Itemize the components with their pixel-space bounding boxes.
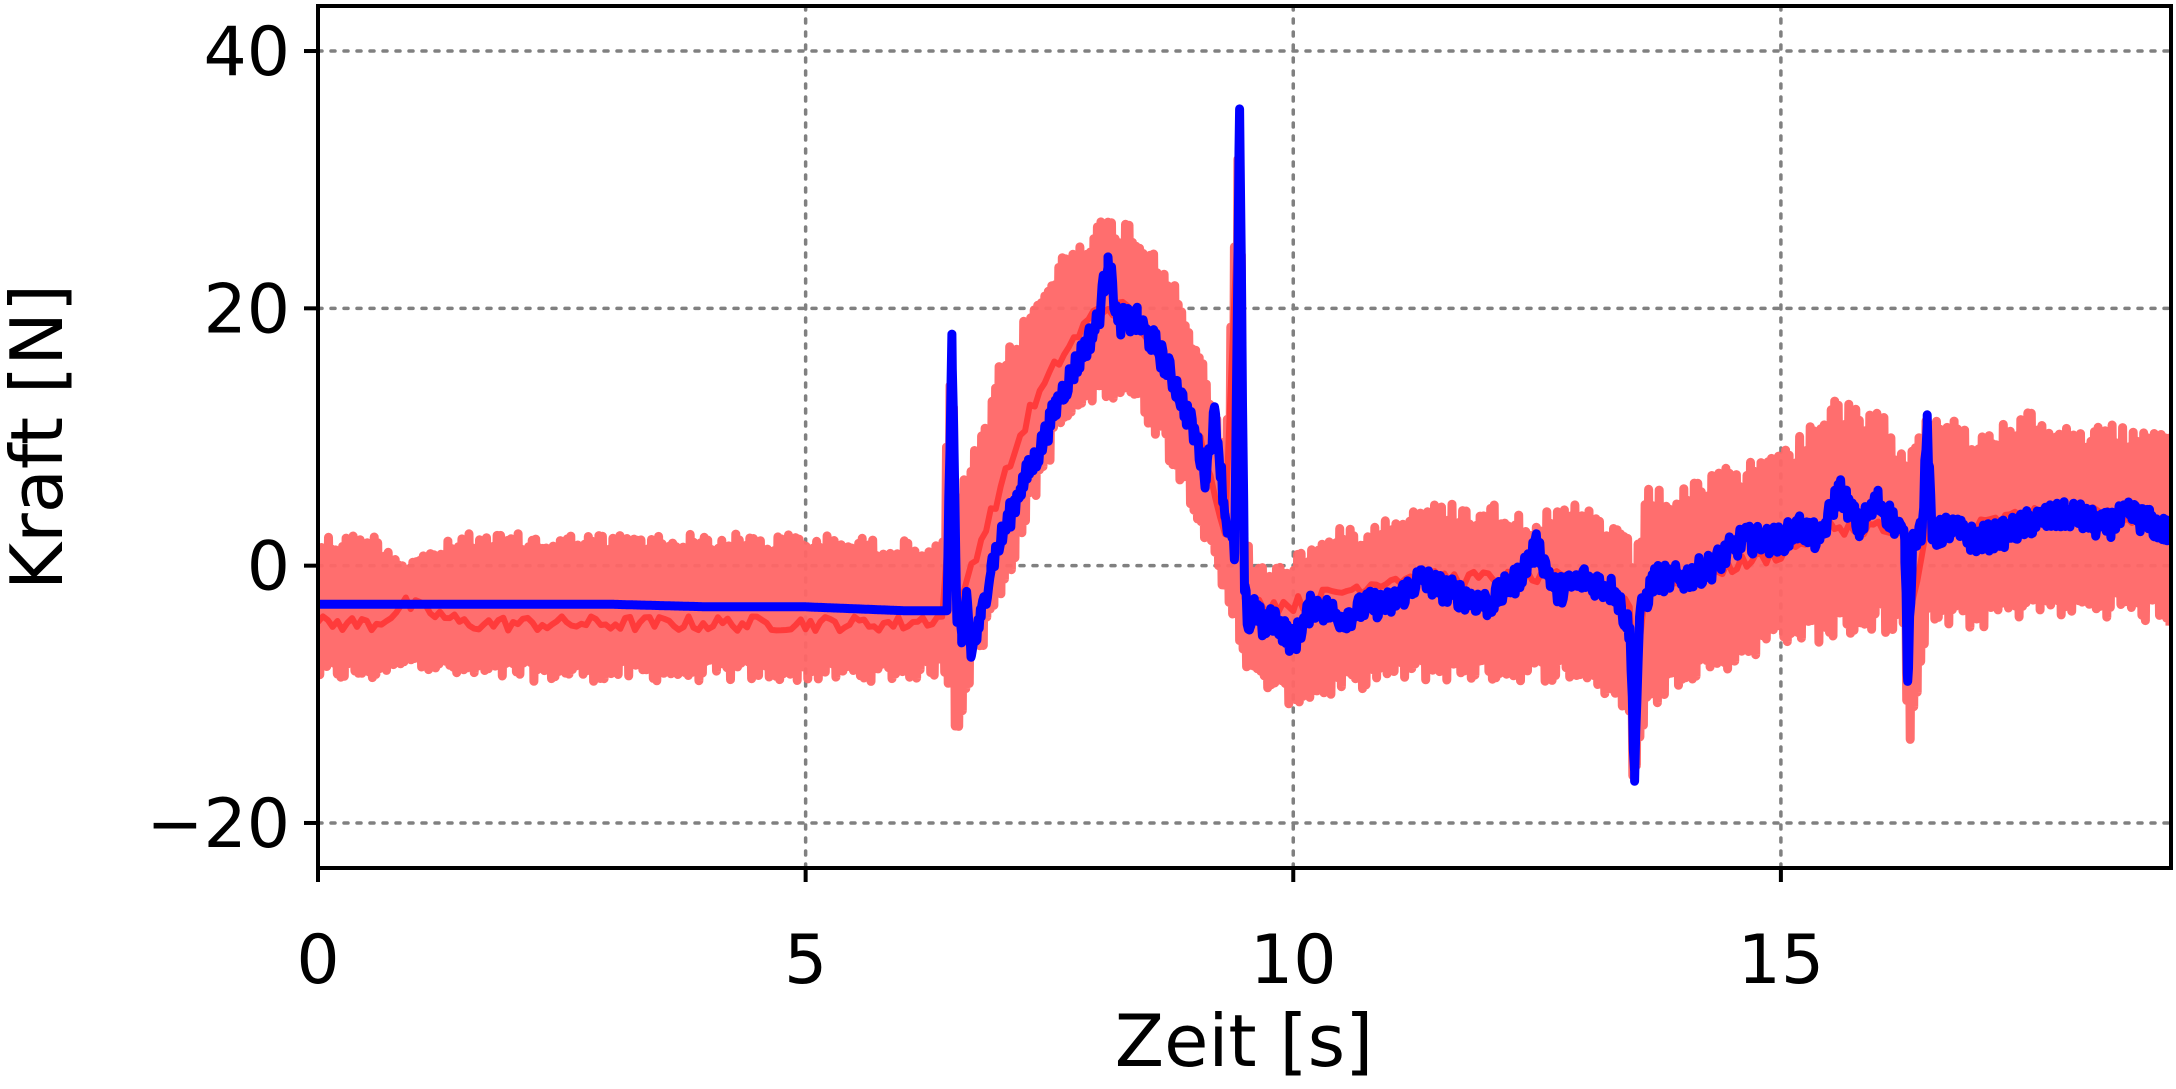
x-axis: 0 5 10 15 <box>296 868 1824 1000</box>
plot-frame <box>316 4 2173 870</box>
y-tick-label: 20 <box>203 270 290 349</box>
y-tick-label: 40 <box>203 13 290 92</box>
y-tick-label: 0 <box>247 528 290 607</box>
series-layer <box>318 104 2171 786</box>
series-blue-line <box>318 104 2171 786</box>
x-tick-label: 10 <box>1250 921 1337 1000</box>
y-tick-label: −20 <box>146 785 290 864</box>
x-tick-label: 5 <box>784 921 827 1000</box>
x-tick-label: 15 <box>1738 921 1825 1000</box>
x-tick-label: 0 <box>296 921 339 1000</box>
y-axis-label: Kraft [N] <box>0 284 79 590</box>
x-axis-label: Zeit [s] <box>1115 999 1373 1083</box>
y-axis: −20 0 20 40 <box>146 13 318 864</box>
